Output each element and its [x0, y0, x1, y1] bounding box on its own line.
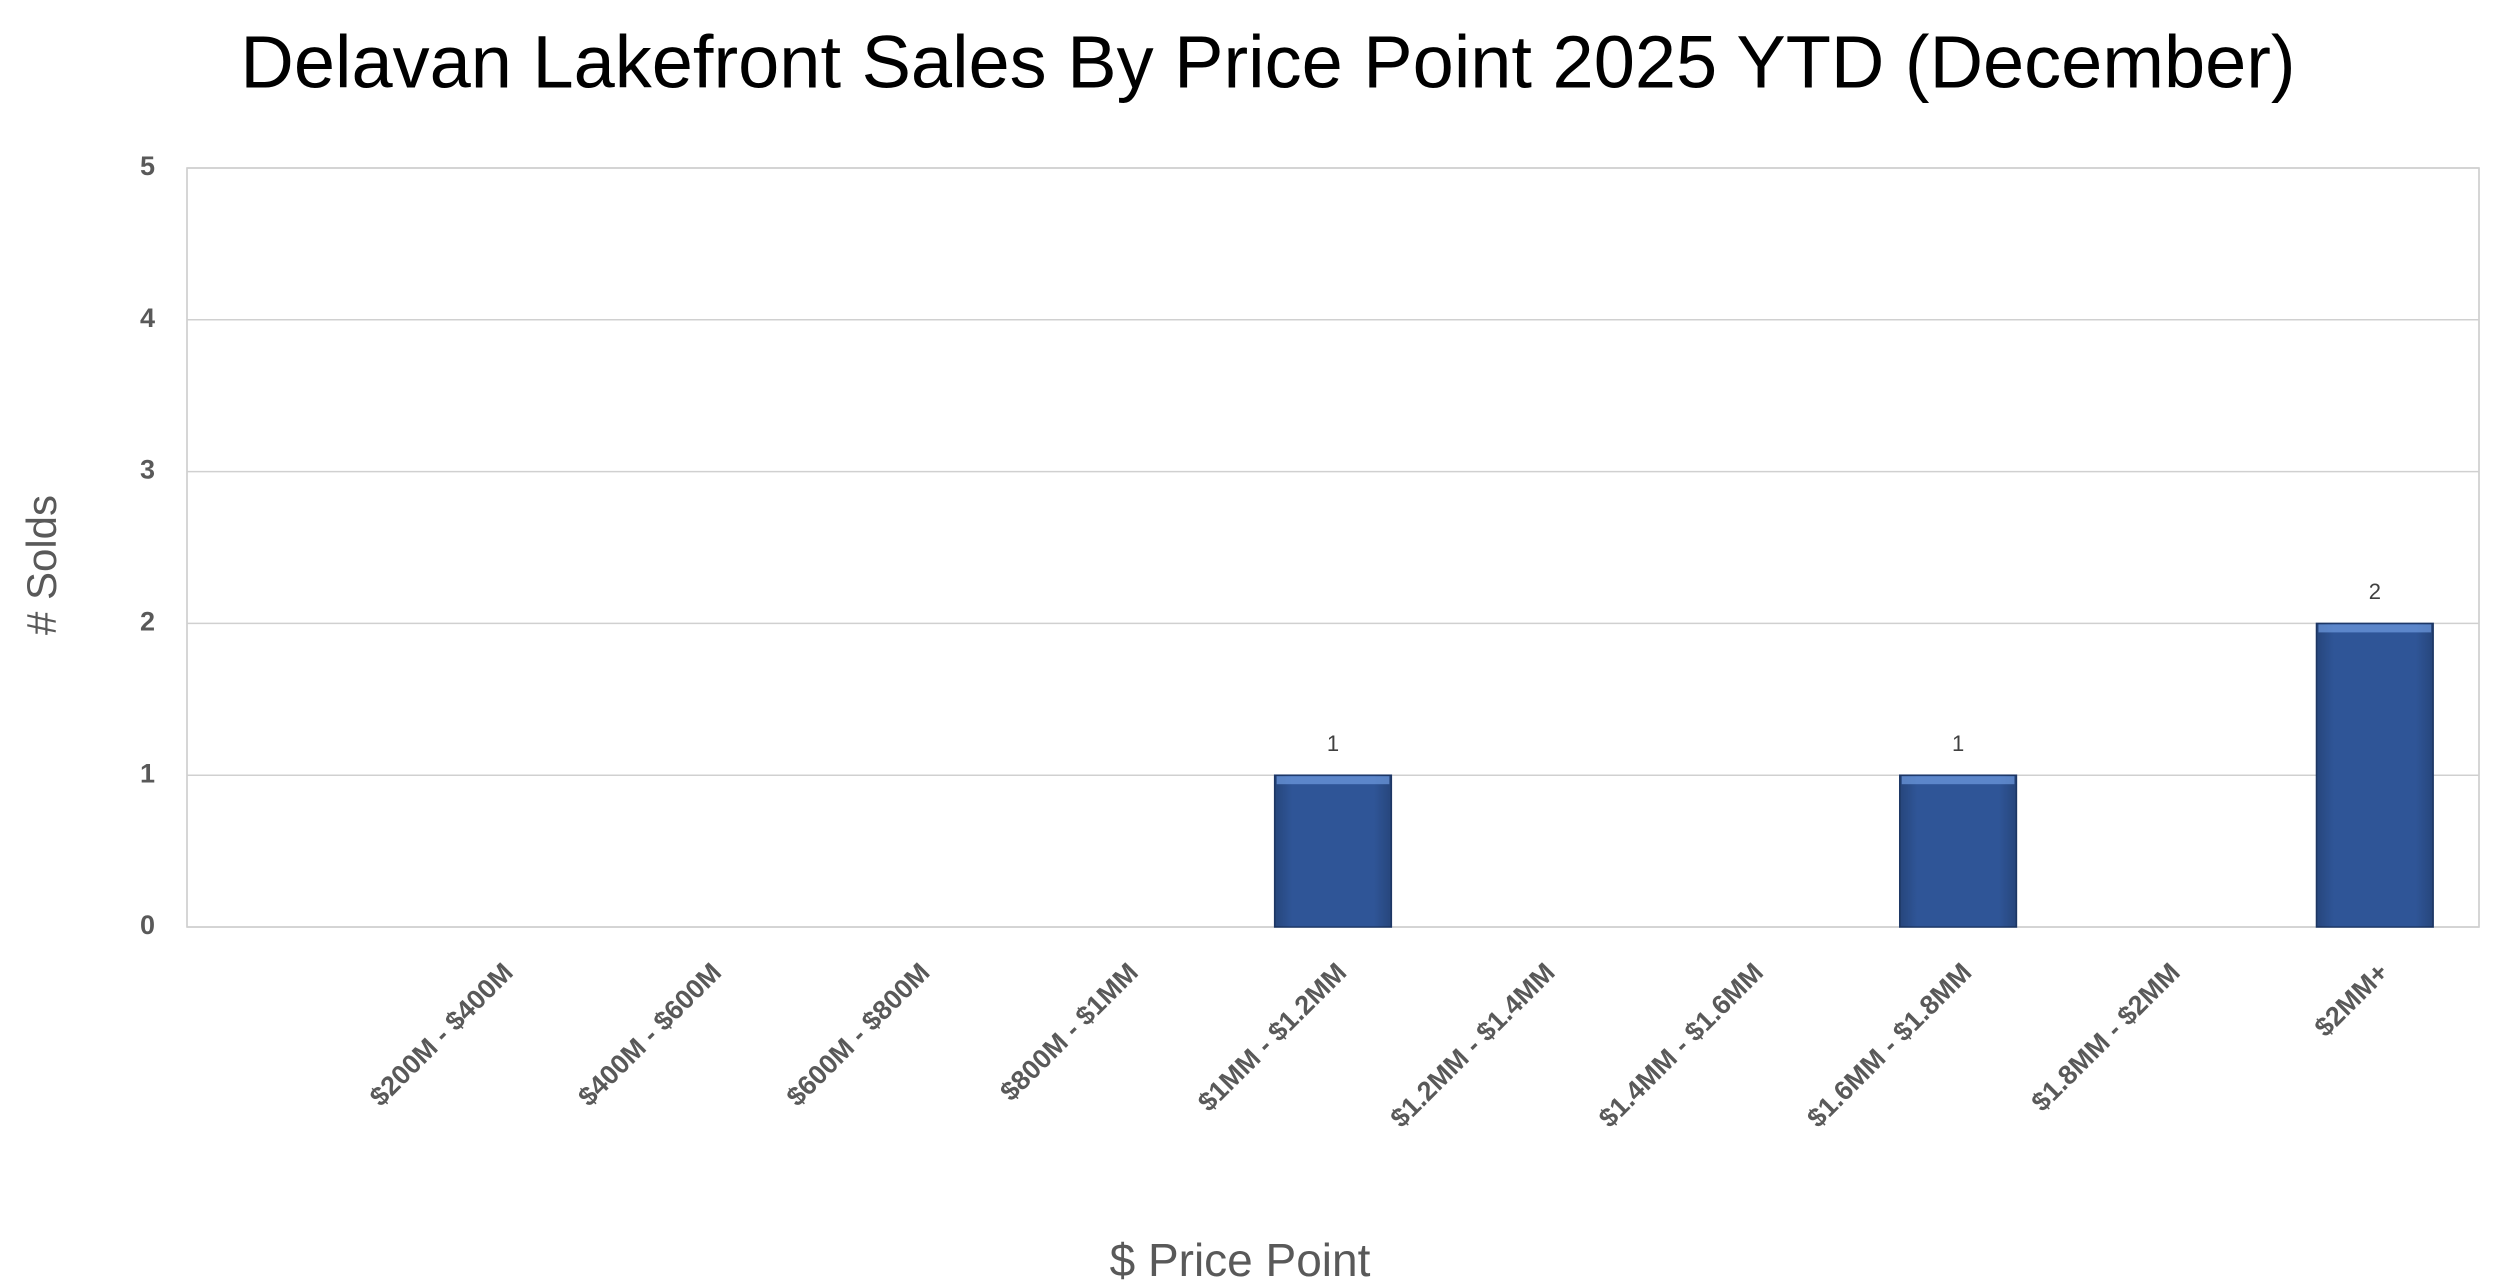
x-tick-label: $1.4MM - $1.6MM — [1593, 957, 1769, 1133]
bar-highlight — [1901, 776, 2015, 785]
x-tick-label: $800M - $1MM — [994, 957, 1144, 1107]
x-tick-label: $1.8MM - $2MM — [2026, 957, 2186, 1117]
x-tick-label: $400M - $600M — [572, 957, 727, 1112]
data-label: 2 — [2369, 579, 2381, 604]
y-tick-label: 2 — [140, 607, 155, 637]
x-axis-title: $ Price Point — [1110, 1234, 1371, 1283]
y-tick-label: 3 — [140, 455, 155, 485]
bar-highlight — [1276, 776, 1390, 785]
y-tick-label: 0 — [140, 910, 155, 940]
y-tick-label: 1 — [140, 758, 155, 788]
bar-group — [2315, 622, 2434, 928]
x-tick-label: $1.6MM - $1.8MM — [1801, 957, 1977, 1133]
bar-group — [1898, 774, 2018, 928]
x-tick-label: $1.2MM - $1.4MM — [1385, 957, 1561, 1133]
x-tick-label: $200M - $400M — [364, 957, 519, 1112]
bar-shade — [1274, 775, 1392, 927]
bar-shade — [2316, 623, 2434, 927]
chart-title: Delavan Lakefront Sales By Price Point 2… — [240, 21, 2295, 104]
data-label: 1 — [1327, 731, 1339, 756]
x-tick-label: $2MM+ — [2309, 957, 2394, 1042]
bar-highlight — [2318, 624, 2432, 633]
x-tick-label: $600M - $800M — [781, 957, 936, 1112]
y-tick-label: 4 — [140, 303, 155, 333]
data-label: 1 — [1952, 731, 1964, 756]
y-tick-label: 5 — [140, 151, 155, 181]
bar-shade — [1899, 775, 2017, 927]
bar-group — [1273, 774, 1393, 928]
y-axis-title: # Solds — [18, 495, 65, 635]
x-tick-label: $1MM - $1.2MM — [1192, 957, 1352, 1117]
